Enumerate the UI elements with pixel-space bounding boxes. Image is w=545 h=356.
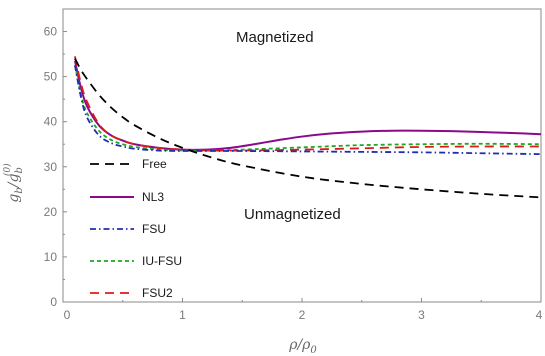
legend-label: FSU <box>142 222 166 236</box>
series-line-nl3 <box>73 60 542 151</box>
x-axis-label: ρ/ρ0 <box>288 337 317 356</box>
series-line-fsu2 <box>74 56 542 152</box>
y-axis-label-sub: b <box>14 187 25 193</box>
y-tick-label: 40 <box>44 115 58 129</box>
legend-label: IU-FSU <box>142 254 182 268</box>
y-tick-label: 30 <box>44 160 58 174</box>
annotation-unmagnetized: Unmagnetized <box>244 206 341 223</box>
legend-label: Free <box>142 157 167 171</box>
x-axis-label-main: ρ/ρ <box>288 337 311 353</box>
legend-label: NL3 <box>142 190 164 204</box>
x-tick-label: 4 <box>536 308 543 322</box>
series-line-free <box>74 58 542 199</box>
series-line-fsu <box>74 65 542 156</box>
x-tick-label: 1 <box>179 308 186 322</box>
y-tick-label: 50 <box>44 70 58 84</box>
y-tick-label: 10 <box>44 250 58 264</box>
x-axis-label-sub: 0 <box>310 345 317 356</box>
series-line-iu-fsu <box>74 65 542 152</box>
annotation-magnetized: Magnetized <box>236 29 314 46</box>
y-axis-label: gb/gb(0) <box>2 163 25 203</box>
y-tick-label: 60 <box>44 25 58 39</box>
y-axis-label-sub2: b <box>14 167 25 173</box>
plot-frame <box>62 8 542 303</box>
y-tick-label: 0 <box>50 295 57 309</box>
legend-label: FSU2 <box>142 286 173 300</box>
y-axis-label-sup2: (0) <box>2 163 13 176</box>
y-axis-label-main: g <box>6 194 22 203</box>
x-tick-label: 0 <box>64 308 71 322</box>
x-tick-label: 3 <box>418 308 425 322</box>
y-axis-label-mid: /g <box>6 174 22 190</box>
y-tick-label: 20 <box>44 205 58 219</box>
legend: Free NL3 FSU IU-FSU FSU2 <box>90 157 182 300</box>
x-tick-label: 2 <box>299 308 306 322</box>
